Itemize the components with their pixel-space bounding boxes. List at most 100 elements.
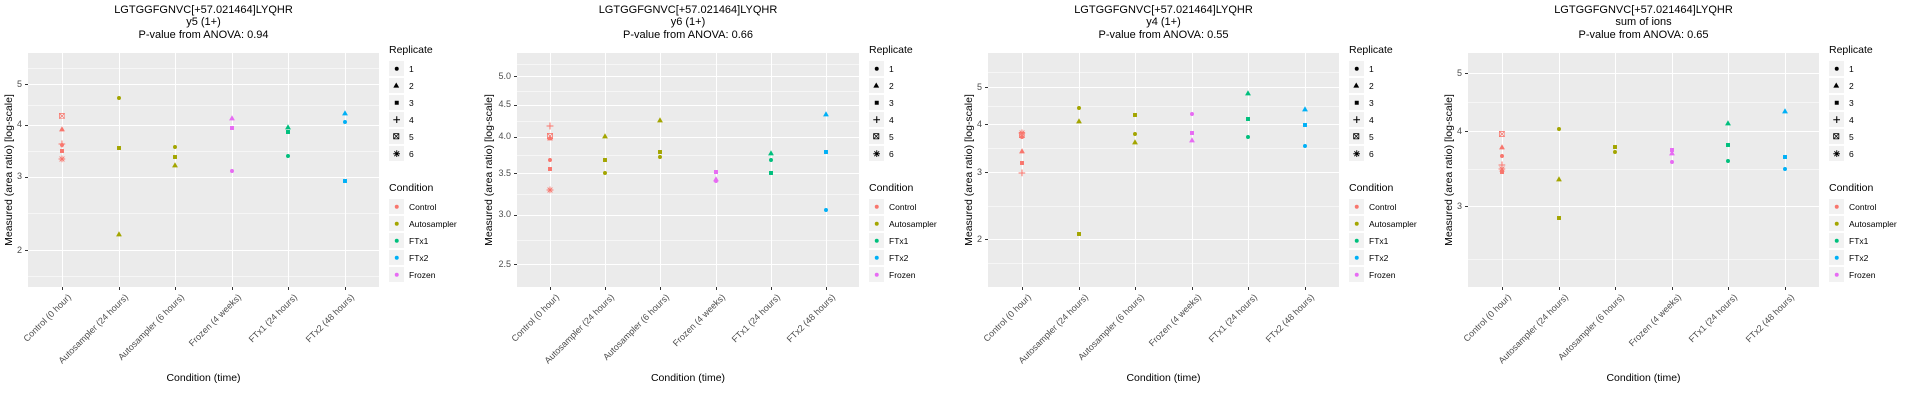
- data-point: [713, 178, 719, 184]
- data-point: [1498, 131, 1506, 138]
- legend-replicate-item: 5: [1829, 129, 1920, 144]
- subplot-sum-of-ions: LGTGGFGNVC[+57.021464]LYQHR sum of ions P-…: [1440, 0, 1920, 400]
- condition-swatch-icon: [869, 250, 884, 265]
- gridline-vertical: [660, 53, 662, 287]
- legend: Replicate 1 2 3 4 5 6 Condition Control Autosampl…: [1349, 44, 1440, 284]
- gridline-vertical: [1305, 53, 1307, 287]
- legend-condition-item: Frozen: [389, 267, 480, 282]
- data-point: [1669, 159, 1675, 165]
- gridline-major: [1468, 131, 1819, 133]
- legend-condition-item: Frozen: [1829, 267, 1920, 282]
- gridline-major: [28, 176, 379, 178]
- legend-condition-item: Control: [869, 199, 960, 214]
- legend-condition-label: Frozen: [409, 269, 436, 280]
- gridline-major: [988, 239, 1339, 241]
- legend-replicate-label: 3: [409, 97, 414, 108]
- y-tick-mark: [513, 76, 517, 78]
- legend-condition-item: FTx1: [1349, 233, 1440, 248]
- legend-replicate-item: 5: [389, 129, 480, 144]
- plot-title-sequence: LGTGGFGNVC[+57.021464]LYQHR: [1074, 4, 1253, 16]
- data-point: [657, 117, 664, 124]
- y-tick-mark: [513, 104, 517, 106]
- x-tick-mark: [1191, 287, 1193, 290]
- legend-replicate-label: 6: [1849, 148, 1854, 159]
- data-point: [342, 178, 348, 184]
- x-tick-mark: [825, 287, 827, 290]
- gridline-vertical: [825, 53, 827, 287]
- y-tick-label: 5: [16, 78, 22, 89]
- data-point: [546, 122, 554, 131]
- y-tick-label: 5: [1456, 67, 1462, 78]
- legend: Replicate 1 2 3 4 5 6 Condition Control Autosampl…: [389, 44, 480, 284]
- legend-replicate-label: 6: [1369, 148, 1374, 159]
- y-tick-mark: [24, 250, 28, 252]
- data-point: [172, 155, 178, 161]
- legend-condition-item: FTx1: [1829, 233, 1920, 248]
- legend-replicate-item: 1: [389, 61, 480, 76]
- legend-replicate-item: 1: [1349, 61, 1440, 76]
- data-point: [1612, 149, 1618, 155]
- condition-swatch-icon: [389, 250, 404, 265]
- y-tick-mark: [1464, 73, 1468, 75]
- data-point: [1246, 135, 1252, 141]
- gridline-major: [988, 87, 1339, 89]
- data-point: [1499, 144, 1506, 151]
- gridline-major: [517, 214, 859, 216]
- square-icon: [1829, 95, 1844, 110]
- data-point: [1669, 147, 1675, 153]
- legend-condition-item: Frozen: [869, 267, 960, 282]
- y-tick-label: 3: [16, 171, 22, 182]
- gridline-vertical: [345, 53, 347, 287]
- square-icon: [869, 95, 884, 110]
- gridline-major: [988, 124, 1339, 126]
- data-point: [1782, 154, 1788, 160]
- data-point: [1245, 90, 1252, 97]
- plot-title-pvalue: P-value from ANOVA: 0.55: [1098, 28, 1229, 41]
- legend-condition-title: Condition: [1829, 182, 1874, 194]
- plus-icon: [389, 112, 404, 127]
- data-point: [1075, 118, 1082, 125]
- gridline-minor: [517, 239, 859, 241]
- data-point: [658, 155, 664, 161]
- data-point: [229, 169, 235, 175]
- gridline-minor: [988, 105, 1339, 107]
- y-tick-mark: [984, 87, 988, 89]
- gridline-vertical: [288, 53, 290, 287]
- plot-title-sequence: LGTGGFGNVC[+57.021464]LYQHR: [598, 4, 778, 16]
- legend-replicate-item: 5: [1349, 129, 1440, 144]
- legend-condition-item: Control: [1349, 199, 1440, 214]
- data-point: [603, 170, 609, 176]
- data-point: [547, 158, 553, 164]
- circle-icon: [869, 61, 884, 76]
- legend-condition-label: FTx2: [1369, 252, 1389, 263]
- gridline-major: [1468, 73, 1819, 75]
- data-point: [1076, 232, 1082, 238]
- plot-title: LGTGGFGNVC[+57.021464]LYQHR y4 (1+) P-valu…: [988, 4, 1339, 41]
- gridline-vertical: [770, 53, 772, 287]
- gridline-vertical: [1248, 53, 1250, 287]
- condition-swatch-icon: [869, 199, 884, 214]
- y-tick-label: 3: [1456, 200, 1462, 211]
- plot-title: LGTGGFGNVC[+57.021464]LYQHR y5 (1+) P-valu…: [28, 4, 379, 41]
- legend-condition-label: FTx1: [889, 235, 909, 246]
- x-tick-mark: [1305, 287, 1307, 290]
- asterisk-icon: [869, 146, 884, 161]
- legend-replicate-label: 2: [1849, 80, 1854, 91]
- data-point: [286, 129, 292, 135]
- legend-condition-item: FTx2: [1349, 250, 1440, 265]
- legend: Replicate 1 2 3 4 5 6 Condition Control Autosampl…: [1829, 44, 1920, 284]
- legend-replicate-item: 3: [1829, 95, 1920, 110]
- data-point: [1668, 150, 1676, 157]
- condition-swatch-icon: [869, 233, 884, 248]
- legend-replicate-item: 2: [389, 78, 480, 93]
- legend-replicate-label: 5: [1369, 131, 1374, 142]
- legend-condition-title: Condition: [389, 182, 434, 194]
- condition-swatch-icon: [869, 216, 884, 231]
- data-point: [1246, 116, 1252, 122]
- legend-replicate-label: 4: [409, 114, 414, 125]
- gridline-minor: [517, 63, 859, 65]
- data-point: [1019, 135, 1025, 141]
- legend-replicate-label: 6: [889, 148, 894, 159]
- condition-swatch-icon: [1829, 216, 1844, 231]
- gridline-minor: [28, 213, 379, 215]
